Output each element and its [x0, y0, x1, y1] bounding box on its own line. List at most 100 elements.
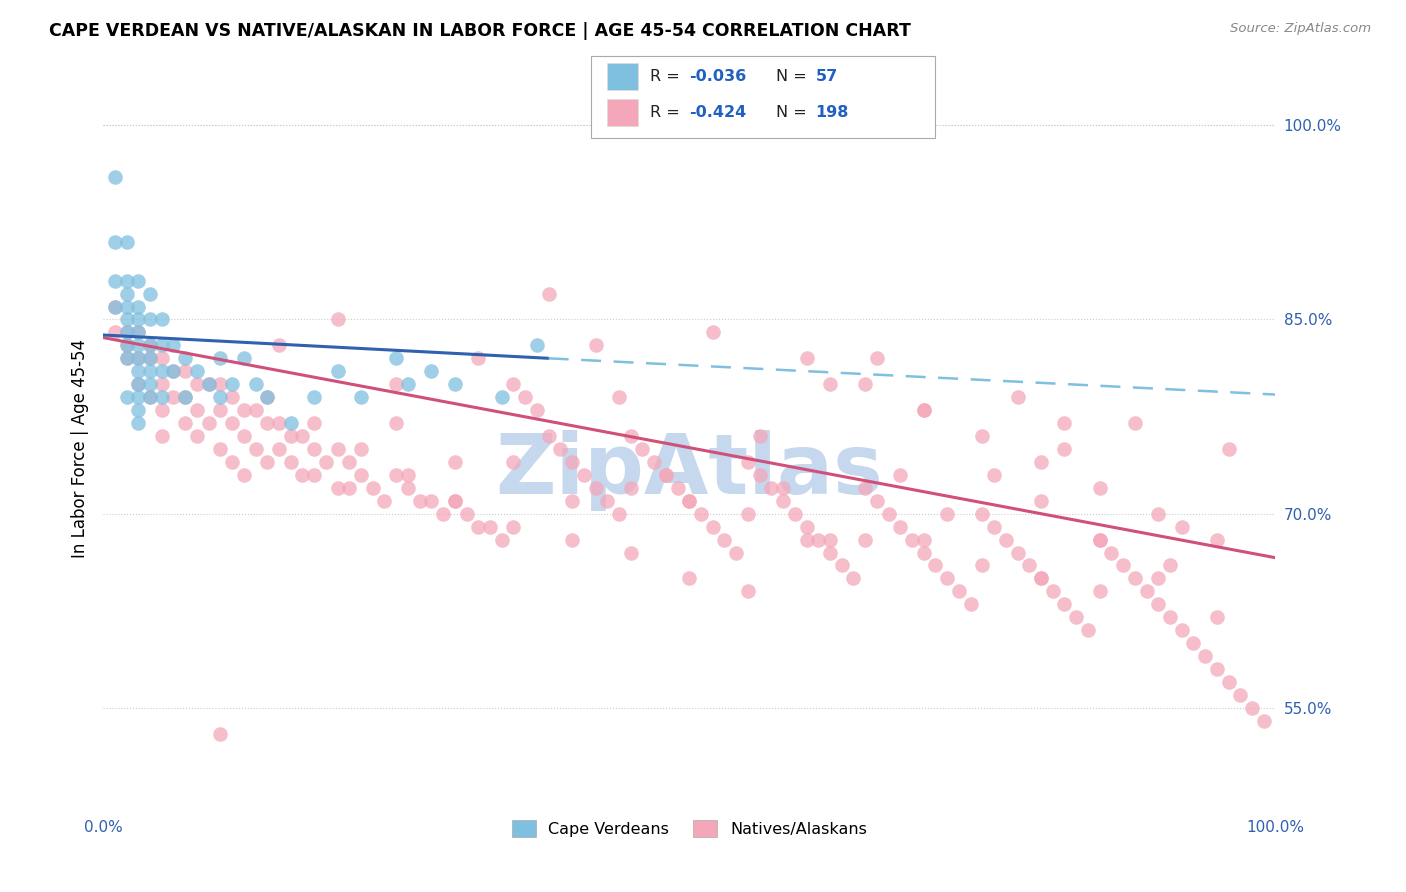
Point [748, 467, 770, 482]
Point [302, 390, 325, 404]
Point [1029, 571, 1052, 585]
Point [139, 390, 162, 404]
Point [209, 390, 232, 404]
Point [385, 416, 408, 430]
Point [186, 429, 208, 443]
Point [620, 429, 643, 443]
Point [420, 364, 443, 378]
Point [1159, 610, 1181, 624]
Point [678, 493, 700, 508]
Point [1007, 390, 1029, 404]
Point [302, 467, 325, 482]
Point [162, 338, 184, 352]
Point [772, 481, 794, 495]
Point [1147, 571, 1170, 585]
Point [526, 338, 548, 352]
Point [1253, 714, 1275, 728]
Point [1123, 571, 1146, 585]
Point [994, 533, 1017, 547]
Point [818, 533, 841, 547]
Point [737, 584, 759, 599]
Point [1088, 533, 1111, 547]
Point [350, 442, 373, 456]
Point [150, 364, 173, 378]
Point [983, 467, 1005, 482]
Point [972, 558, 994, 573]
Point [561, 533, 583, 547]
Point [104, 326, 127, 340]
Point [936, 507, 959, 521]
Point [877, 507, 900, 521]
Point [607, 390, 630, 404]
Point [912, 403, 935, 417]
Point [1159, 558, 1181, 573]
Point [842, 571, 865, 585]
Point [643, 455, 665, 469]
Point [702, 326, 724, 340]
Point [420, 493, 443, 508]
Point [139, 351, 162, 366]
Legend: Cape Verdeans, Natives/Alaskans: Cape Verdeans, Natives/Alaskans [505, 814, 873, 844]
Point [221, 390, 243, 404]
Point [115, 274, 138, 288]
Point [607, 507, 630, 521]
Point [115, 338, 138, 352]
Point [491, 390, 513, 404]
Point [139, 377, 162, 392]
Point [1053, 442, 1076, 456]
Point [350, 467, 373, 482]
Point [127, 377, 149, 392]
Point [1029, 493, 1052, 508]
Point [115, 300, 138, 314]
Point [818, 545, 841, 559]
Point [127, 351, 149, 366]
Point [174, 351, 197, 366]
Point [115, 338, 138, 352]
Point [186, 377, 208, 392]
Point [174, 390, 197, 404]
Point [197, 377, 219, 392]
Point [515, 390, 537, 404]
Point [924, 558, 946, 573]
Point [502, 519, 524, 533]
Point [502, 455, 524, 469]
Point [901, 533, 924, 547]
Point [209, 351, 232, 366]
Point [267, 338, 290, 352]
Point [256, 455, 278, 469]
Point [174, 390, 197, 404]
Text: Source: ZipAtlas.com: Source: ZipAtlas.com [1230, 22, 1371, 36]
Point [361, 481, 384, 495]
Point [280, 429, 302, 443]
Point [291, 429, 314, 443]
Point [972, 429, 994, 443]
Point [302, 442, 325, 456]
Point [139, 338, 162, 352]
Point [725, 545, 748, 559]
Point [315, 455, 337, 469]
Point [162, 364, 184, 378]
Point [443, 493, 465, 508]
Point [678, 571, 700, 585]
Point [1182, 636, 1205, 650]
Text: N =: N = [776, 70, 813, 84]
Point [139, 312, 162, 326]
Point [796, 519, 818, 533]
Point [232, 467, 254, 482]
Point [267, 416, 290, 430]
Point [115, 390, 138, 404]
Point [302, 416, 325, 430]
Point [748, 429, 770, 443]
Point [115, 312, 138, 326]
Point [115, 286, 138, 301]
Point [948, 584, 970, 599]
Point [1099, 545, 1122, 559]
Point [1147, 598, 1170, 612]
Point [127, 338, 149, 352]
Point [631, 442, 654, 456]
Point [972, 507, 994, 521]
Point [443, 455, 465, 469]
Text: -0.036: -0.036 [689, 70, 747, 84]
Point [186, 364, 208, 378]
Point [1218, 442, 1240, 456]
